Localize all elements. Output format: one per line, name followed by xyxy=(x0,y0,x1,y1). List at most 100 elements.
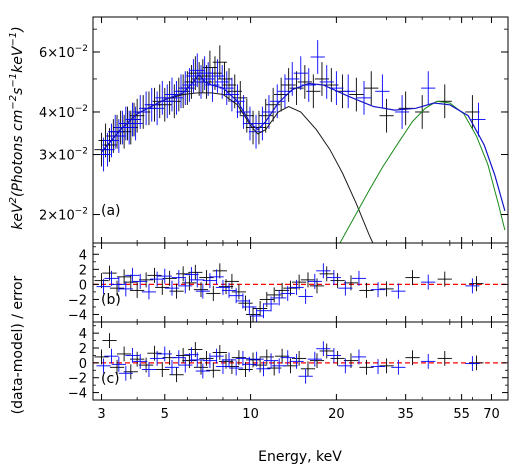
data-point xyxy=(209,348,224,364)
data-point xyxy=(316,341,331,357)
data-point xyxy=(141,284,157,300)
data-point xyxy=(149,350,165,366)
data-point xyxy=(212,263,227,279)
data-point xyxy=(391,359,406,375)
data-point xyxy=(263,353,279,369)
data-point xyxy=(138,272,154,288)
data-point xyxy=(256,303,271,319)
data-point xyxy=(405,350,420,366)
data-point xyxy=(359,282,374,298)
data-point xyxy=(326,270,342,286)
data-point xyxy=(221,68,237,102)
data-point xyxy=(138,357,154,373)
y-tick-label: 2 xyxy=(79,263,87,278)
data-point xyxy=(364,71,379,105)
data-point xyxy=(171,270,186,286)
data-point xyxy=(190,272,205,288)
data-point xyxy=(104,270,119,286)
data-point xyxy=(300,272,316,288)
data-point xyxy=(310,40,325,74)
data-point xyxy=(206,362,221,378)
data-point xyxy=(242,299,257,315)
panel-label: (b) xyxy=(101,292,121,308)
y-tick-label: 2 xyxy=(79,342,87,357)
data-point xyxy=(252,357,268,373)
data-point xyxy=(221,282,237,298)
data-point xyxy=(298,368,313,384)
data-point xyxy=(391,283,406,299)
data-point xyxy=(182,275,197,291)
data-point xyxy=(171,350,186,366)
data-point xyxy=(465,278,480,294)
data-point xyxy=(437,271,452,287)
data-point xyxy=(421,274,436,290)
data-point xyxy=(465,356,480,372)
model-total-line xyxy=(101,73,506,212)
series-data_blue xyxy=(96,40,486,172)
y-tick-label: 4 xyxy=(79,327,87,342)
panel-a: 2×10−2 3×10−2 4×10−2 6×10−2 (a) xyxy=(39,16,509,244)
data-point xyxy=(405,270,420,286)
data-point xyxy=(359,359,374,375)
data-point xyxy=(118,365,133,381)
data-point xyxy=(141,362,157,377)
data-point xyxy=(125,267,140,283)
data-point xyxy=(157,346,172,362)
data-point xyxy=(270,84,285,119)
data-point xyxy=(209,269,224,285)
data-point xyxy=(201,62,216,96)
data-point xyxy=(173,74,189,109)
data-point xyxy=(108,114,123,149)
data-point xyxy=(274,282,290,298)
data-point xyxy=(193,359,209,375)
data-point xyxy=(157,268,172,284)
data-point xyxy=(238,295,253,311)
y-tick-label: 4×10−2 xyxy=(39,104,88,121)
series-data_blue xyxy=(96,341,480,384)
data-point xyxy=(421,71,436,105)
data-point xyxy=(144,87,159,122)
data-point xyxy=(349,77,364,112)
data-point xyxy=(199,270,214,286)
data-point xyxy=(133,273,148,289)
panels-layer: 2×10−23×10−24×10−26×10−2(a)−4−2024(b)−4−… xyxy=(39,16,509,402)
data-point xyxy=(94,349,109,365)
data-point xyxy=(330,350,345,366)
data-point xyxy=(316,263,331,279)
data-point xyxy=(94,273,109,289)
data-point xyxy=(125,348,140,363)
plot-area xyxy=(93,263,508,322)
plot-area xyxy=(94,40,506,243)
x-tick-label: 3 xyxy=(97,407,105,422)
data-point xyxy=(274,348,290,364)
data-point xyxy=(259,291,274,307)
x-tick-label: 20 xyxy=(328,407,345,422)
data-point xyxy=(149,271,165,287)
panel-label: (a) xyxy=(101,203,121,219)
data-point xyxy=(164,280,180,296)
data-point xyxy=(197,56,212,91)
panel-frame xyxy=(92,16,509,244)
main-y-axis-title: keV2(Photons cm−2s−1keV−1) xyxy=(8,26,26,229)
y-tick-label: 2×10−2 xyxy=(39,207,88,224)
data-point xyxy=(231,350,247,366)
data-point xyxy=(199,350,214,366)
data-point xyxy=(235,350,251,366)
data-point xyxy=(235,293,251,309)
data-point xyxy=(266,87,281,122)
panel-frame xyxy=(92,321,509,401)
data-point xyxy=(394,95,410,129)
data-point xyxy=(289,279,304,295)
data-point xyxy=(298,288,313,304)
data-point xyxy=(176,266,191,282)
data-point xyxy=(224,273,240,289)
data-point xyxy=(319,266,334,282)
data-point xyxy=(370,282,386,298)
y-tick-label: −2 xyxy=(68,293,87,308)
data-point xyxy=(307,273,322,289)
data-point xyxy=(437,350,452,366)
y-tick-label: 6×10−2 xyxy=(39,44,88,61)
data-point xyxy=(469,276,484,292)
